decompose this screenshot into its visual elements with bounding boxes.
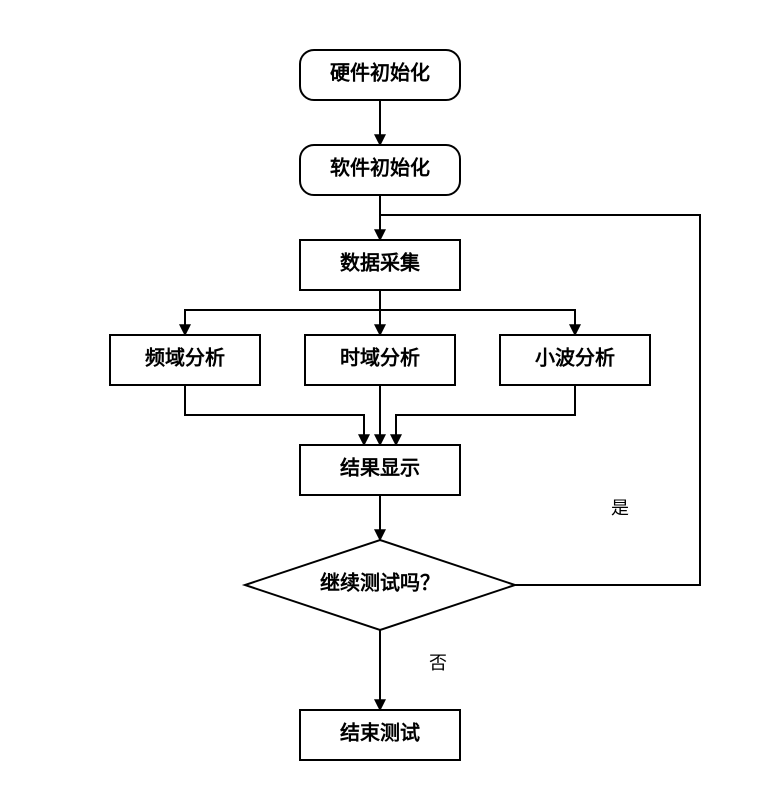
flow-edge (396, 385, 575, 445)
flow-node-label: 数据采集 (340, 251, 421, 275)
flow-edge (185, 385, 364, 445)
flow-node-label: 硬件初始化 (330, 61, 430, 85)
flow-node-label: 结果显示 (340, 456, 420, 480)
flow-node-label: 时域分析 (340, 346, 420, 370)
flow-node-label: 小波分析 (535, 347, 615, 370)
flow-node-label: 继续测试吗？ (320, 571, 440, 595)
flow-node-label: 软件初始化 (330, 156, 430, 180)
edge-label: 否 (429, 653, 447, 673)
edge-label: 是 (611, 498, 629, 518)
flowchart-canvas: 否 是 硬件初始化软件初始化数据采集频域分析 时域分析 小波分析结果显示继续测试吗？ 结束… (0, 0, 783, 798)
flow-node-label: 结束测试 (340, 721, 420, 745)
flow-node-label: 频域分析 (145, 346, 225, 370)
flow-edge (185, 310, 380, 335)
flow-edge (380, 310, 575, 335)
